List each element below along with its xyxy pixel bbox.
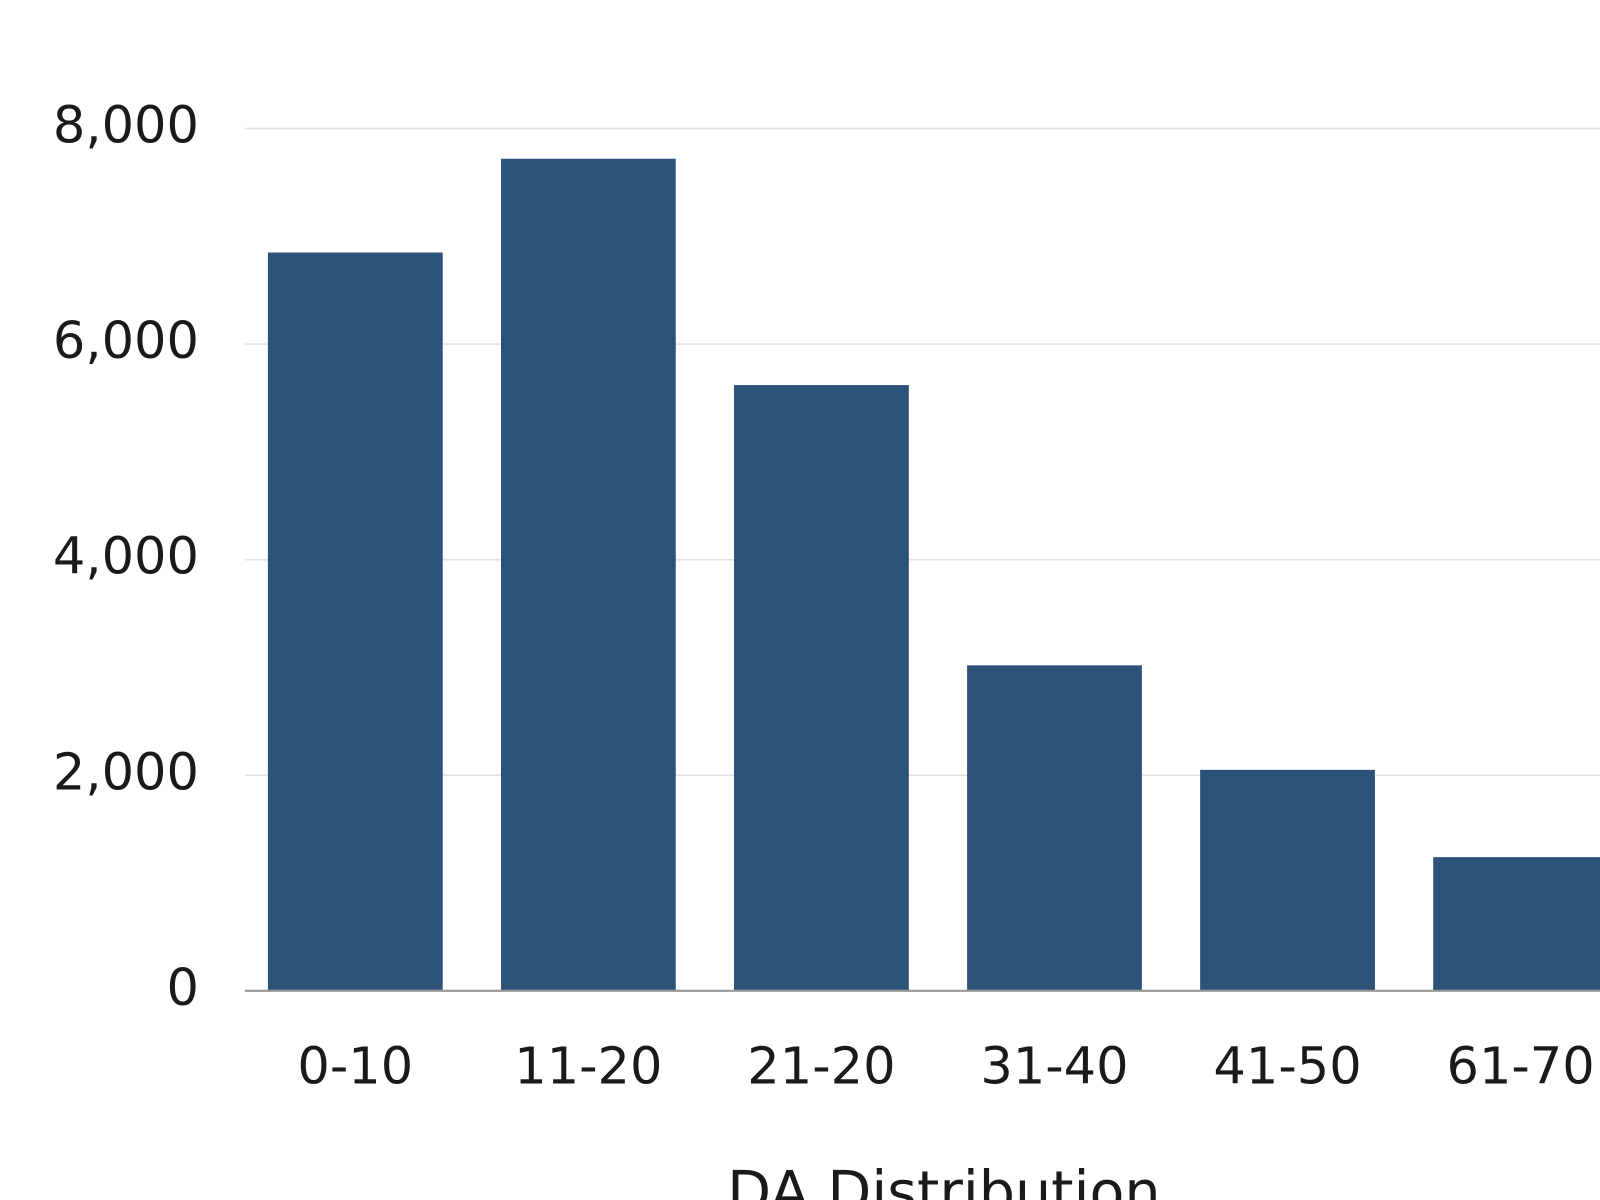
bar	[1433, 857, 1600, 991]
x-tick-label: 0-10	[297, 1037, 413, 1096]
x-tick-label: 61-70	[1446, 1037, 1594, 1096]
y-tick-label: 0	[167, 959, 199, 1018]
bar	[967, 665, 1142, 991]
x-tick-label: 41-50	[1213, 1037, 1361, 1096]
y-tick-label: 8,000	[53, 97, 199, 156]
x-tick-label: 31-40	[980, 1037, 1128, 1096]
x-axis-title: DA Distribution	[727, 1160, 1161, 1200]
y-tick-label: 2,000	[53, 743, 199, 802]
y-tick-label: 4,000	[53, 528, 199, 587]
y-tick-label: 6,000	[53, 312, 199, 371]
bar	[267, 252, 443, 991]
bar	[500, 158, 676, 991]
x-tick-label: 11-20	[514, 1037, 662, 1096]
x-tick-label: 21-20	[747, 1037, 895, 1096]
bar	[734, 385, 909, 991]
bar	[1200, 769, 1375, 991]
